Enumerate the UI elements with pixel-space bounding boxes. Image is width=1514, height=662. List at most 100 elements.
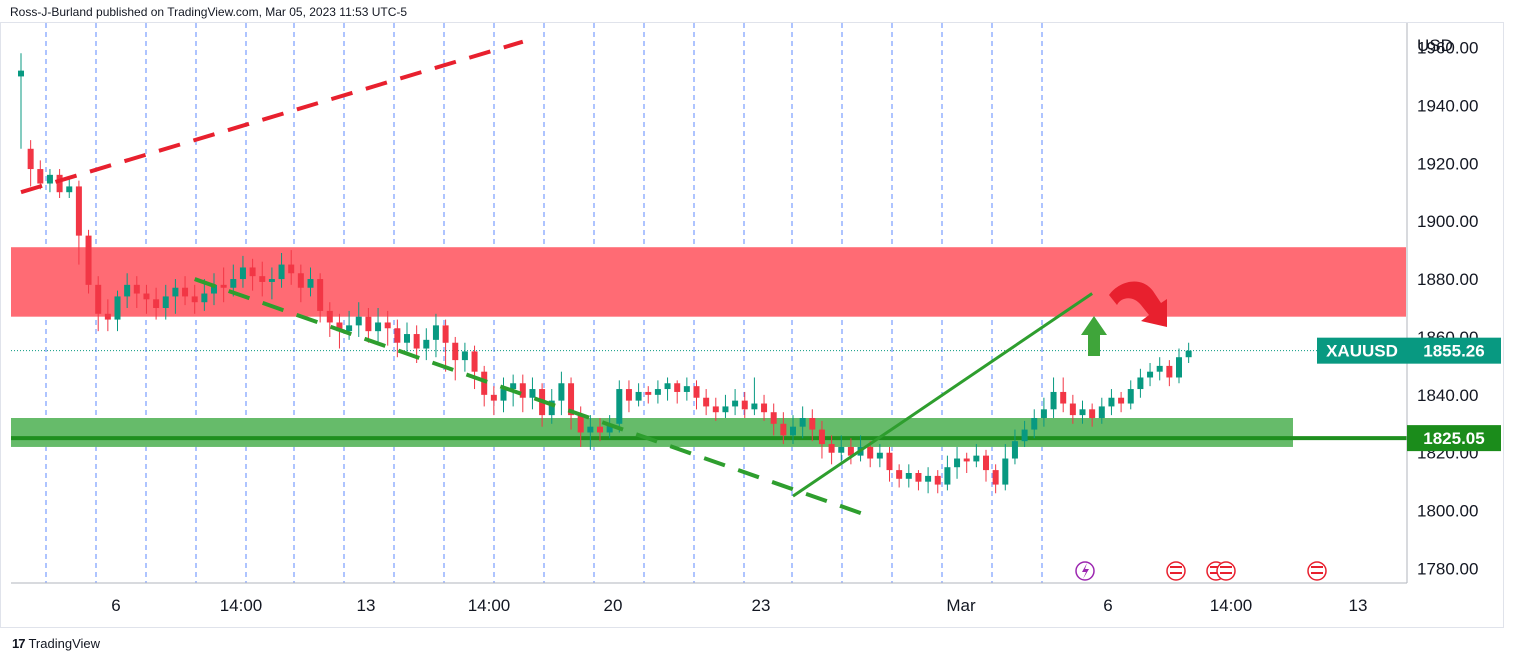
tradingview-footer[interactable]: 17 TradingView <box>12 636 100 651</box>
y-tick-label: 1960.00 <box>1417 38 1478 57</box>
candle-body <box>95 284 102 314</box>
candle-body <box>519 383 526 398</box>
candle-body <box>712 406 719 413</box>
candle-body <box>239 267 246 280</box>
candle-body <box>790 426 796 436</box>
candle-body <box>1079 409 1086 416</box>
candle-body <box>1040 409 1047 418</box>
candle-body <box>664 383 671 390</box>
x-tick-label: 14:00 <box>468 596 511 615</box>
candle-body <box>905 473 912 479</box>
candle-body <box>27 148 34 170</box>
candle-body <box>1089 409 1096 418</box>
candle-body <box>732 400 739 407</box>
us-event-flag-icon <box>1216 561 1236 581</box>
candle-body <box>365 316 372 332</box>
candle-body <box>288 264 295 274</box>
candle-body <box>876 452 883 459</box>
flag-stripe <box>1220 572 1232 574</box>
x-tick-label: 20 <box>604 596 623 615</box>
candle-body <box>616 389 623 424</box>
candle-body <box>1108 397 1115 407</box>
candle-body <box>529 389 536 398</box>
y-tick-label: 1840.00 <box>1417 386 1478 405</box>
candle-body <box>114 296 121 320</box>
candle-body <box>896 470 903 479</box>
candle-body <box>66 186 73 193</box>
resistance-zone <box>11 247 1406 317</box>
candle-body <box>394 328 401 343</box>
candle-body <box>1166 365 1173 378</box>
symbol-label-box <box>1317 337 1407 364</box>
candle-body <box>847 446 854 456</box>
y-tick-label: 1940.00 <box>1417 96 1478 115</box>
candle-body <box>153 299 160 308</box>
candle-body <box>1147 371 1154 378</box>
chart-panel[interactable]: USD 1960.00 1940.00 1920.00 1900.00 1880.00 18… <box>0 22 1504 628</box>
candle-body <box>983 455 989 471</box>
candle-body <box>838 446 845 453</box>
tradingview-brand: TradingView <box>28 636 101 651</box>
candle-body <box>172 287 179 297</box>
candle-body <box>355 316 362 326</box>
candle-body <box>625 389 632 401</box>
candle-body <box>317 279 324 311</box>
candle-body <box>1127 389 1134 404</box>
candle-body <box>500 389 507 401</box>
candle-body <box>211 284 217 294</box>
candle-body <box>548 400 555 416</box>
candle-body <box>133 284 140 294</box>
candle-body <box>1069 403 1076 416</box>
publish-credit: Ross-J-Burland published on TradingView.… <box>10 5 408 19</box>
candle-body <box>375 322 382 332</box>
candle-body <box>751 403 758 410</box>
annotations <box>1075 281 1327 581</box>
candle-body <box>249 267 256 277</box>
green-up-arrow-icon <box>1081 316 1107 356</box>
candle-body <box>1002 458 1009 485</box>
y-tick-label: 1880.00 <box>1417 270 1478 289</box>
x-tick-label: 23 <box>752 596 771 615</box>
candle-body <box>770 412 777 424</box>
red-dashed-upper <box>20 39 524 195</box>
flag-stripe <box>1210 572 1222 574</box>
candle-body <box>423 339 430 349</box>
candle-body <box>1021 429 1028 442</box>
support-zone <box>11 418 1293 447</box>
candle-body <box>1098 406 1105 418</box>
currency-label: USD <box>1417 36 1453 55</box>
x-tick-label: Mar <box>946 596 976 615</box>
candle-body <box>645 391 652 395</box>
trendlines <box>20 39 1093 519</box>
candle-body <box>481 371 488 395</box>
candle-body <box>606 423 613 433</box>
candle-body <box>1156 365 1163 372</box>
candle-body <box>925 475 932 482</box>
candle-body <box>934 475 941 485</box>
candle-body <box>56 174 63 193</box>
candle-body <box>944 467 951 485</box>
lightning-glyph-icon <box>1082 563 1089 579</box>
candle-body <box>46 174 53 184</box>
candle-body <box>143 293 150 300</box>
candle-body <box>346 325 353 332</box>
candle-body <box>587 426 594 433</box>
candle-body <box>809 418 816 430</box>
candle-body <box>37 169 44 184</box>
candle-body <box>201 293 208 303</box>
zones <box>11 247 1407 447</box>
candle-body <box>510 383 517 390</box>
candle-body <box>1031 418 1038 430</box>
flag-stripe <box>1170 566 1182 568</box>
x-tick-label: 6 <box>111 596 120 615</box>
y-tick-label: 1800.00 <box>1417 502 1478 521</box>
candle-body <box>124 284 131 297</box>
candle-body <box>828 444 835 453</box>
flag-stripe <box>1220 566 1232 568</box>
candle-body <box>268 279 275 282</box>
candle-body <box>191 296 198 303</box>
y-tick-label: 1920.00 <box>1417 154 1478 173</box>
candle-body <box>741 400 748 410</box>
